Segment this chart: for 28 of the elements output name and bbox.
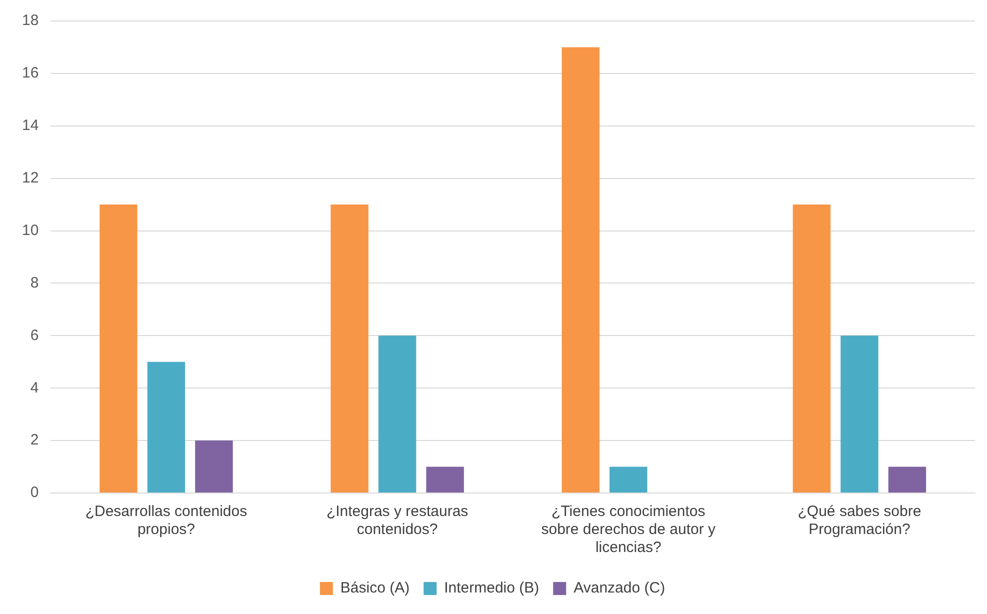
y-tick-label: 4 [30,379,39,396]
bar [147,362,186,492]
y-tick-label: 2 [30,432,39,449]
bar [330,204,368,492]
y-tick-label: 16 [22,64,39,82]
bar [610,466,648,492]
legend-label: Avanzado (C) [574,580,666,597]
y-tick-label: 12 [22,169,39,186]
legend-label: Intermedio (B) [444,580,540,597]
x-tick-label: ¿Desarrollas contenidos propios? [85,503,248,538]
x-tick-label: ¿Integras y restauras contenidos? [326,503,468,538]
y-tick-label: 14 [22,117,39,134]
legend-label: Básico (A) [340,580,410,597]
y-tick-label: 18 [22,12,39,30]
y-tick-label: 0 [30,484,39,502]
bar [100,204,138,492]
bar [792,204,831,492]
bar [840,336,878,492]
bar [562,47,600,492]
bar [888,466,926,492]
bar [426,466,464,492]
y-tick-label: 6 [30,326,39,344]
x-tick-label: ¿Tienes conocimientos sobre derechos de autor y licencias? [541,503,716,556]
y-tick-label: 10 [22,222,39,239]
bar [378,336,416,492]
bar [195,440,233,492]
x-tick-label: ¿Qué sabes sobre Programación? [798,503,922,538]
y-tick-label: 8 [30,274,39,292]
